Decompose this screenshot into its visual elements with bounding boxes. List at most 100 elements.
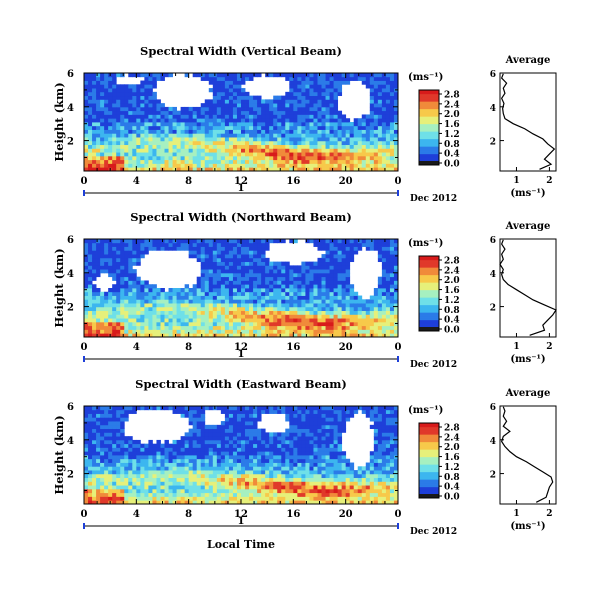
heatmap-cell [317, 163, 322, 168]
heatmap-cell [249, 155, 254, 161]
heatmap-cell [136, 276, 141, 281]
heatmap-cell [281, 148, 286, 153]
heatmap-cell [357, 137, 363, 142]
heatmap-cell [261, 473, 266, 479]
heatmap-cell [297, 148, 302, 153]
heatmap-cell [116, 280, 121, 285]
heatmap-cell [281, 439, 286, 445]
heatmap-cell [156, 148, 161, 153]
heatmap-cell [172, 481, 177, 486]
heatmap-cell [329, 159, 334, 164]
heatmap-cell [116, 329, 121, 334]
heatmap-cell [245, 167, 250, 172]
heatmap-cell [313, 88, 318, 93]
heatmap-cell [269, 321, 274, 327]
heatmap-cell [289, 152, 294, 157]
heatmap-cell [393, 95, 399, 100]
heatmap-cell [216, 436, 222, 441]
heatmap-cell [349, 310, 355, 315]
heatmap-cell [172, 409, 177, 414]
heatmap-cell [369, 103, 375, 108]
heatmap-cell [100, 466, 105, 471]
heatmap-cell [148, 122, 153, 127]
heatmap-cell [116, 417, 121, 422]
heatmap-cell [172, 314, 177, 319]
heatmap-cell [200, 110, 206, 115]
heatmap-cell [124, 496, 129, 501]
heatmap-cell [273, 303, 278, 308]
heatmap-cell [128, 163, 133, 168]
heatmap-cell [321, 246, 326, 251]
heatmap-cell [269, 466, 274, 471]
heatmap-cell [128, 443, 133, 448]
heatmap-cell [124, 103, 129, 108]
heatmap-cell [92, 303, 97, 308]
heatmap-cell [144, 122, 149, 127]
heatmap-cell [200, 443, 206, 448]
heatmap-cell [168, 163, 173, 168]
heatmap-cell [96, 137, 101, 142]
heatmap-cell [249, 413, 254, 418]
heatmap-cell [277, 118, 282, 123]
heatmap-cell [132, 84, 137, 89]
colorbar-tick-label: 1.2 [444, 130, 460, 140]
heatmap-cell [241, 95, 246, 100]
heatmap-cell [236, 272, 242, 278]
heatmap-cell [88, 488, 93, 494]
heatmap-cell [164, 133, 169, 138]
heatmap-cell [385, 91, 391, 97]
heatmap-cell [261, 481, 266, 486]
heatmap-cell [168, 144, 173, 149]
heatmap-cell [277, 159, 282, 164]
heatmap-cell [92, 436, 97, 441]
colorbar-segment [419, 90, 439, 93]
heatmap-cell [333, 242, 339, 247]
heatmap-cell [176, 125, 182, 130]
heatmap-cell [116, 488, 121, 494]
heatmap-cell [293, 306, 298, 312]
heatmap-cell [100, 88, 105, 93]
heatmap-cell [96, 114, 101, 119]
heatmap-cell [349, 257, 355, 263]
heatmap-cell [116, 110, 121, 115]
heatmap-cell [281, 443, 286, 448]
heatmap-cell [100, 163, 105, 168]
heatmap-cell [100, 118, 105, 123]
heatmap-cell [317, 106, 322, 112]
heatmap-cell [84, 310, 89, 315]
heatmap-cell [148, 246, 153, 251]
heatmap-cell [84, 417, 89, 422]
heatmap-cell [289, 239, 294, 244]
heatmap-cell [116, 125, 121, 130]
date-label: Dec 2012 [410, 360, 457, 370]
heatmap-cell [184, 137, 190, 142]
heatmap-cell [241, 406, 246, 411]
heatmap-cell [192, 250, 198, 255]
heatmap-cell [313, 284, 318, 289]
heatmap-cell [333, 310, 339, 315]
heatmap-cell [253, 257, 258, 263]
heatmap-cell [261, 436, 266, 441]
heatmap-cell [285, 73, 290, 78]
heatmap-cell [305, 329, 310, 334]
heatmap-cell [168, 129, 173, 134]
heatmap-cell [164, 451, 169, 456]
heatmap-cell [353, 159, 359, 164]
heatmap-cell [204, 155, 210, 161]
heatmap-cell [241, 261, 246, 266]
heatmap-cell [216, 84, 222, 89]
heatmap-cell [269, 436, 274, 441]
heatmap-cell [249, 500, 254, 505]
heatmap-cell [212, 103, 218, 108]
heatmap-cell [152, 106, 157, 112]
heatmap-cell [208, 148, 214, 153]
heatmap-cell [253, 144, 258, 149]
heatmap-cell [385, 333, 391, 338]
heatmap-cell [176, 242, 182, 247]
heatmap-cell [297, 129, 302, 134]
heatmap-cell [236, 321, 242, 327]
heatmap-cell [112, 458, 117, 463]
heatmap-cell [389, 91, 395, 97]
heatmap-cell [116, 272, 121, 278]
